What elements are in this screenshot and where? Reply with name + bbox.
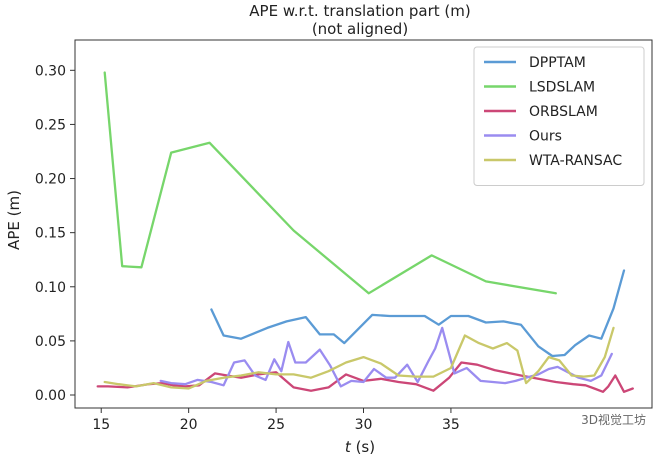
x-axis-label-unit: (s) (356, 438, 376, 456)
series-line-orbslam (96, 361, 634, 393)
chart-title: APE w.r.t. translation part (m) (249, 2, 470, 20)
y-tick-label: 0.20 (35, 172, 66, 188)
axes: 15 20 25 30 35 0.00 0.05 0.10 0.15 0.20 0.25 0.30 (35, 63, 460, 433)
series-line-ours (159, 326, 613, 388)
watermark: 3D视觉工坊 (581, 413, 646, 427)
legend-label: DPPTAM (529, 55, 586, 71)
legend: DPPTAM LSDSLAM ORBSLAM Ours WTA-RANSAC (473, 46, 645, 186)
x-tick-label: 15 (92, 417, 110, 433)
series-line-lsdslam (103, 71, 557, 295)
legend-label: Ours (529, 129, 562, 145)
legend-box (473, 46, 645, 186)
series-line-wta-ransac (103, 326, 615, 390)
y-tick-label: 0.00 (35, 388, 66, 404)
y-axis-label: APE (m) (5, 190, 23, 250)
x-tick-label: 30 (355, 417, 373, 433)
legend-label: WTA-RANSAC (529, 153, 622, 169)
chart-subtitle: (not aligned) (312, 20, 408, 38)
y-tick-label: 0.15 (35, 226, 66, 242)
x-axis-label: t (s) (345, 438, 375, 456)
y-tick-label: 0.05 (35, 334, 66, 350)
y-tick-label: 0.25 (35, 117, 66, 133)
series-layer (96, 71, 634, 393)
x-tick-label: 20 (180, 417, 198, 433)
y-tick-label: 0.30 (35, 63, 66, 79)
legend-label: LSDSLAM (529, 80, 595, 96)
series-line-dpptam (210, 269, 626, 358)
x-tick-label: 35 (442, 417, 460, 433)
x-tick-label: 25 (267, 417, 285, 433)
y-tick-label: 0.10 (35, 280, 66, 296)
x-axis-label-variable: t (345, 438, 352, 456)
legend-label: ORBSLAM (529, 104, 598, 120)
